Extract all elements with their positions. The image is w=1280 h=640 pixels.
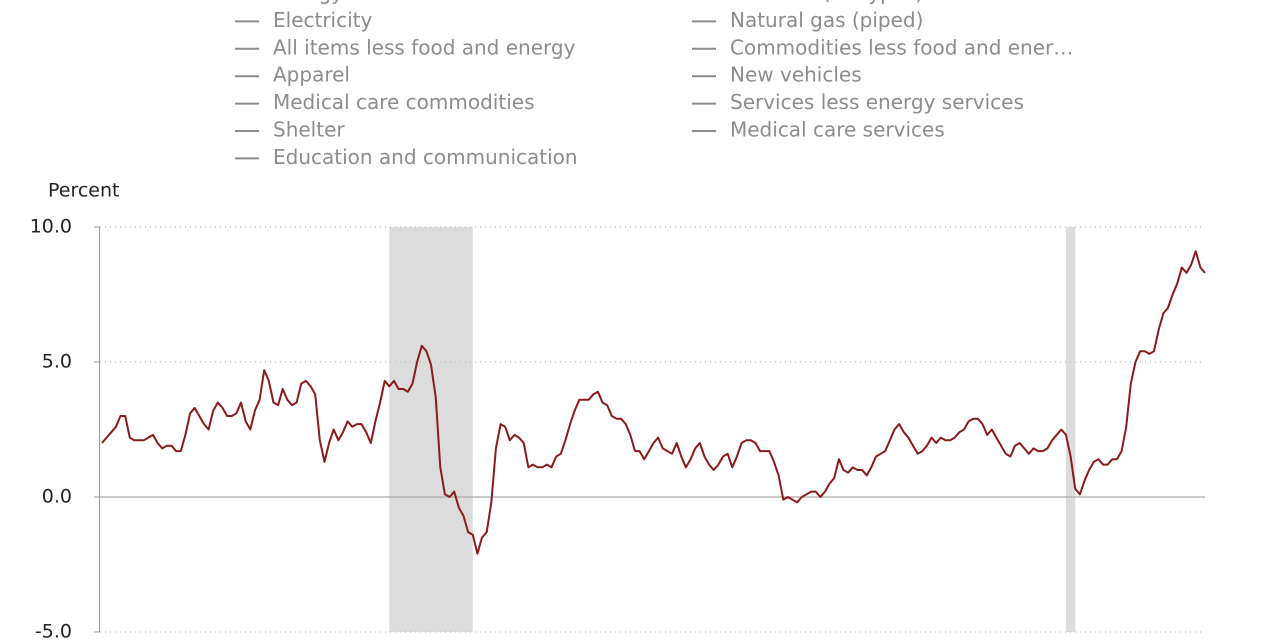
y-tick-label: -5.0: [35, 621, 72, 640]
legend-entry[interactable]: Services less energy services: [730, 90, 1024, 114]
legend-entry[interactable]: Electricity: [273, 8, 373, 32]
recession-shade: [389, 227, 473, 632]
y-tick-label: 0.0: [42, 486, 72, 508]
legend-entry[interactable]: Gasoline (all types): [730, 0, 923, 5]
legend-entry[interactable]: Medical care services: [730, 118, 945, 142]
legend-entry[interactable]: All items less food and energy: [273, 35, 576, 59]
series-line: [101, 250, 1206, 555]
legend-entry[interactable]: Shelter: [273, 118, 345, 142]
y-tick-label: 5.0: [42, 351, 72, 373]
recession-shade: [1065, 227, 1076, 632]
legend-entry[interactable]: Natural gas (piped): [730, 8, 923, 32]
legend-entry[interactable]: Medical care commodities: [273, 90, 534, 114]
legend-entry[interactable]: Commodities less food and ener…: [730, 35, 1073, 59]
legend-entry[interactable]: Energy: [273, 0, 343, 5]
legend-entry[interactable]: Education and communication: [273, 145, 578, 169]
legend-entry[interactable]: New vehicles: [730, 63, 862, 87]
legend-entry[interactable]: Apparel: [273, 63, 350, 87]
y-axis-title: Percent: [48, 180, 120, 202]
y-tick-label: 10.0: [30, 216, 72, 238]
